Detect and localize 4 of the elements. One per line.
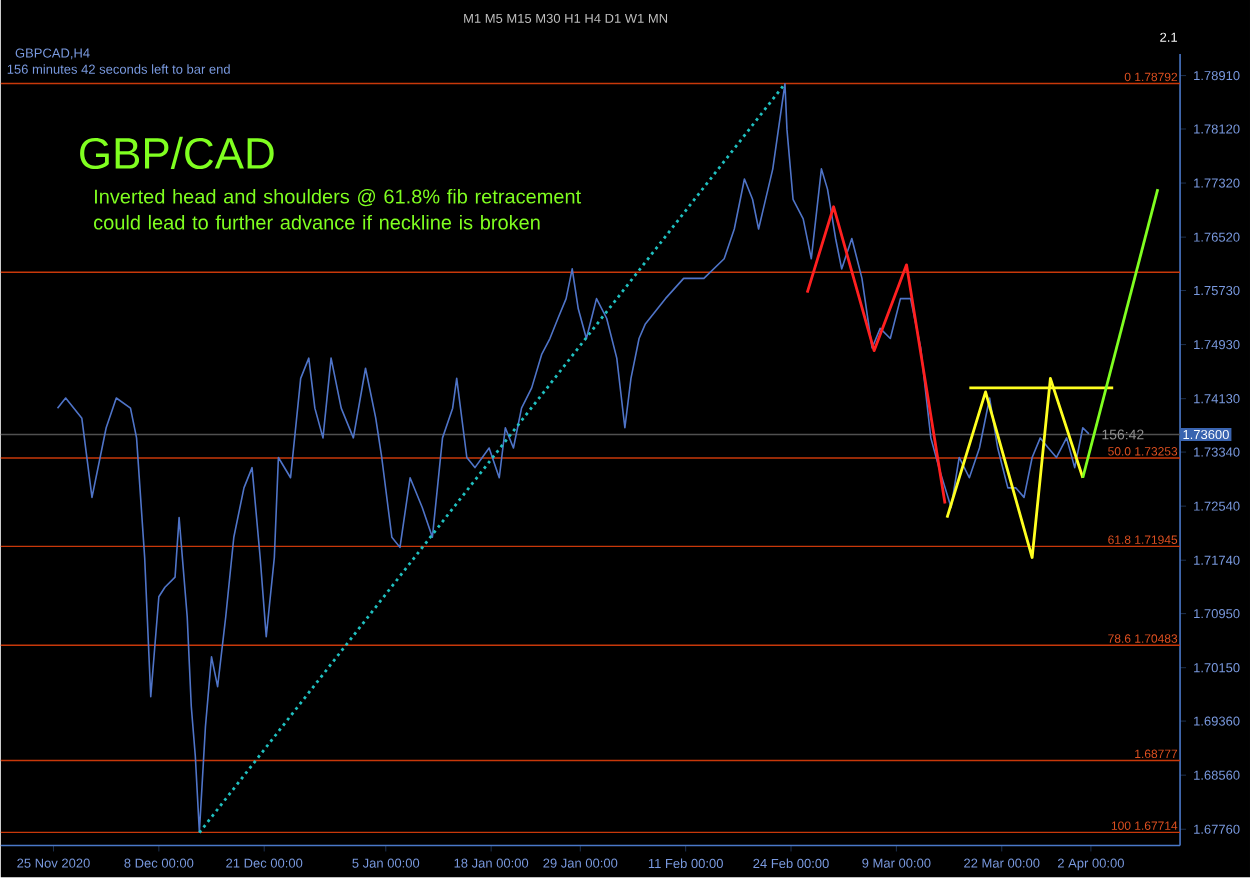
text: GBP/CAD [80, 137, 274, 170]
line-series [56, 83, 1090, 834]
text: Inverted head and shoulders @ 61.8% fib retracement could lead to further advance if neckline is broken [94, 189, 582, 230]
line-series [805, 205, 947, 506]
